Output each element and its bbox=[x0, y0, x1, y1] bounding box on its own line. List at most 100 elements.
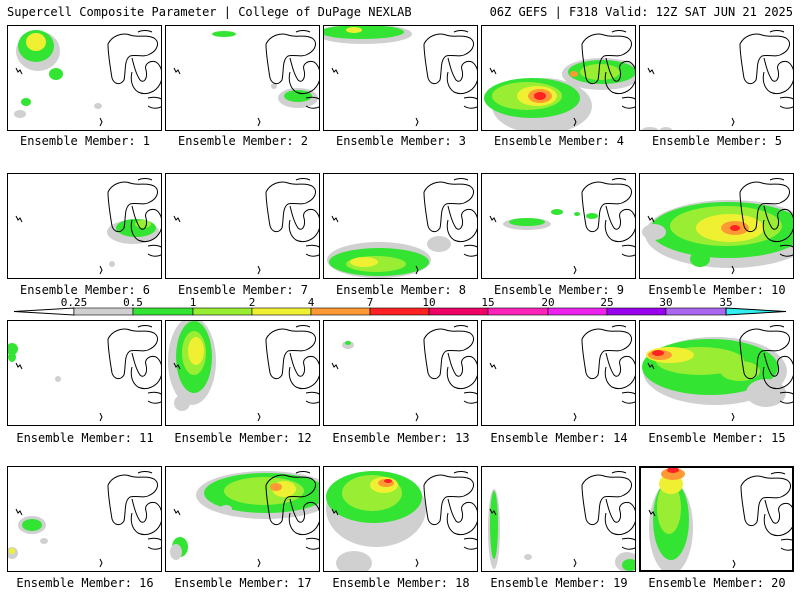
member-map-15 bbox=[642, 325, 793, 422]
ensemble-panel-2 bbox=[165, 25, 320, 131]
great-lakes-outline bbox=[15, 178, 161, 275]
scp-contour bbox=[642, 127, 658, 130]
colorbar-segment bbox=[428, 307, 489, 316]
colorbar bbox=[13, 307, 787, 316]
scp-contour bbox=[746, 379, 786, 407]
great-lakes-outline bbox=[173, 30, 319, 127]
scp-contour bbox=[346, 27, 362, 33]
great-lakes-outline bbox=[647, 178, 793, 275]
ensemble-panel-17 bbox=[165, 466, 320, 572]
scp-contour bbox=[580, 64, 620, 80]
colorbar-segment bbox=[310, 307, 371, 316]
member-map-17 bbox=[170, 471, 319, 568]
ensemble-panel-6 bbox=[7, 173, 162, 279]
member-caption: Ensemble Member: 16 bbox=[16, 576, 154, 590]
member-map-11 bbox=[8, 325, 161, 422]
member-caption: Ensemble Member: 19 bbox=[490, 576, 628, 590]
ensemble-panel-1 bbox=[7, 25, 162, 131]
member-map-10 bbox=[642, 178, 793, 275]
scp-contour bbox=[21, 98, 31, 106]
member-caption: Ensemble Member: 8 bbox=[335, 283, 467, 297]
scp-contour bbox=[220, 505, 232, 513]
great-lakes-outline bbox=[331, 471, 477, 568]
colorbar-tick-label: 35 bbox=[719, 296, 733, 309]
member-map-16 bbox=[8, 471, 161, 568]
member-map-18 bbox=[326, 471, 477, 571]
member-caption: Ensemble Member: 1 bbox=[19, 134, 151, 148]
member-map-5 bbox=[642, 30, 793, 130]
scp-contour bbox=[384, 479, 392, 483]
scp-contour bbox=[116, 219, 156, 237]
scp-contour bbox=[574, 212, 580, 216]
member-map-12 bbox=[168, 321, 319, 422]
colorbar-tick-label: 25 bbox=[600, 296, 614, 309]
member-caption: Ensemble Member: 6 bbox=[19, 283, 151, 297]
great-lakes-outline bbox=[15, 325, 161, 422]
colorbar-segment bbox=[192, 307, 253, 316]
valid-time-label: 06Z GEFS | F318 Valid: 12Z SAT JUN 21 20… bbox=[489, 5, 793, 19]
great-lakes-outline bbox=[648, 472, 792, 569]
member-caption: Ensemble Member: 14 bbox=[490, 431, 628, 445]
member-caption: Ensemble Member: 12 bbox=[174, 431, 312, 445]
scp-contour bbox=[174, 395, 190, 411]
member-map-13 bbox=[331, 325, 477, 422]
colorbar-segment bbox=[73, 307, 134, 316]
great-lakes-outline bbox=[489, 30, 635, 127]
ensemble-panel-13 bbox=[323, 320, 478, 426]
member-map-9 bbox=[489, 178, 635, 275]
member-map-20 bbox=[648, 468, 792, 570]
member-caption: Ensemble Member: 4 bbox=[493, 134, 625, 148]
scp-contour bbox=[271, 83, 277, 89]
member-caption: Ensemble Member: 18 bbox=[332, 576, 470, 590]
scp-contour bbox=[8, 352, 16, 362]
scp-contour bbox=[427, 236, 451, 252]
great-lakes-outline bbox=[331, 325, 477, 422]
scp-contour bbox=[324, 26, 404, 39]
scp-contour bbox=[652, 350, 664, 356]
great-lakes-outline bbox=[331, 30, 477, 127]
ensemble-panel-18 bbox=[323, 466, 478, 572]
ensemble-panel-3 bbox=[323, 25, 478, 131]
member-caption: Ensemble Member: 20 bbox=[648, 576, 786, 590]
scp-contour bbox=[40, 538, 48, 544]
colorbar-tick-label: 7 bbox=[366, 296, 374, 309]
member-caption: Ensemble Member: 5 bbox=[651, 134, 783, 148]
scp-contour bbox=[284, 90, 312, 102]
ensemble-panel-12 bbox=[165, 320, 320, 426]
great-lakes-outline bbox=[647, 325, 793, 422]
member-caption: Ensemble Member: 10 bbox=[648, 283, 786, 297]
scp-contour bbox=[350, 257, 378, 267]
member-caption: Ensemble Member: 11 bbox=[16, 431, 154, 445]
colorbar-tick-label: 10 bbox=[422, 296, 436, 309]
member-caption: Ensemble Member: 17 bbox=[174, 576, 312, 590]
colorbar-tick-label: 0.5 bbox=[123, 296, 143, 309]
member-map-2 bbox=[173, 30, 319, 127]
scp-contour bbox=[551, 209, 563, 215]
member-map-14 bbox=[489, 325, 635, 422]
scp-contour bbox=[720, 361, 760, 381]
scp-contour bbox=[622, 559, 635, 571]
scp-contour bbox=[730, 225, 740, 231]
scp-contour bbox=[490, 491, 498, 559]
member-caption: Ensemble Member: 2 bbox=[177, 134, 309, 148]
great-lakes-outline bbox=[489, 178, 635, 275]
scp-contour bbox=[55, 376, 61, 382]
colorbar-tick-label: 1 bbox=[189, 296, 197, 309]
colorbar-tick-label: 2 bbox=[248, 296, 256, 309]
colorbar-segment bbox=[132, 307, 194, 316]
colorbar-segment bbox=[665, 307, 727, 316]
scp-contour bbox=[22, 519, 42, 531]
colorbar-segment bbox=[487, 307, 549, 316]
colorbar-tick-label: 4 bbox=[307, 296, 315, 309]
ensemble-panel-7 bbox=[165, 173, 320, 279]
member-map-3 bbox=[324, 26, 477, 127]
ensemble-panel-20 bbox=[639, 466, 794, 572]
member-map-7 bbox=[173, 178, 319, 275]
member-caption: Ensemble Member: 3 bbox=[335, 134, 467, 148]
scp-contour bbox=[14, 110, 26, 118]
colorbar-segment bbox=[369, 307, 430, 316]
member-map-1 bbox=[14, 30, 161, 127]
member-map-19 bbox=[488, 471, 635, 571]
scp-contour bbox=[667, 468, 679, 473]
ensemble-panel-10 bbox=[639, 173, 794, 279]
